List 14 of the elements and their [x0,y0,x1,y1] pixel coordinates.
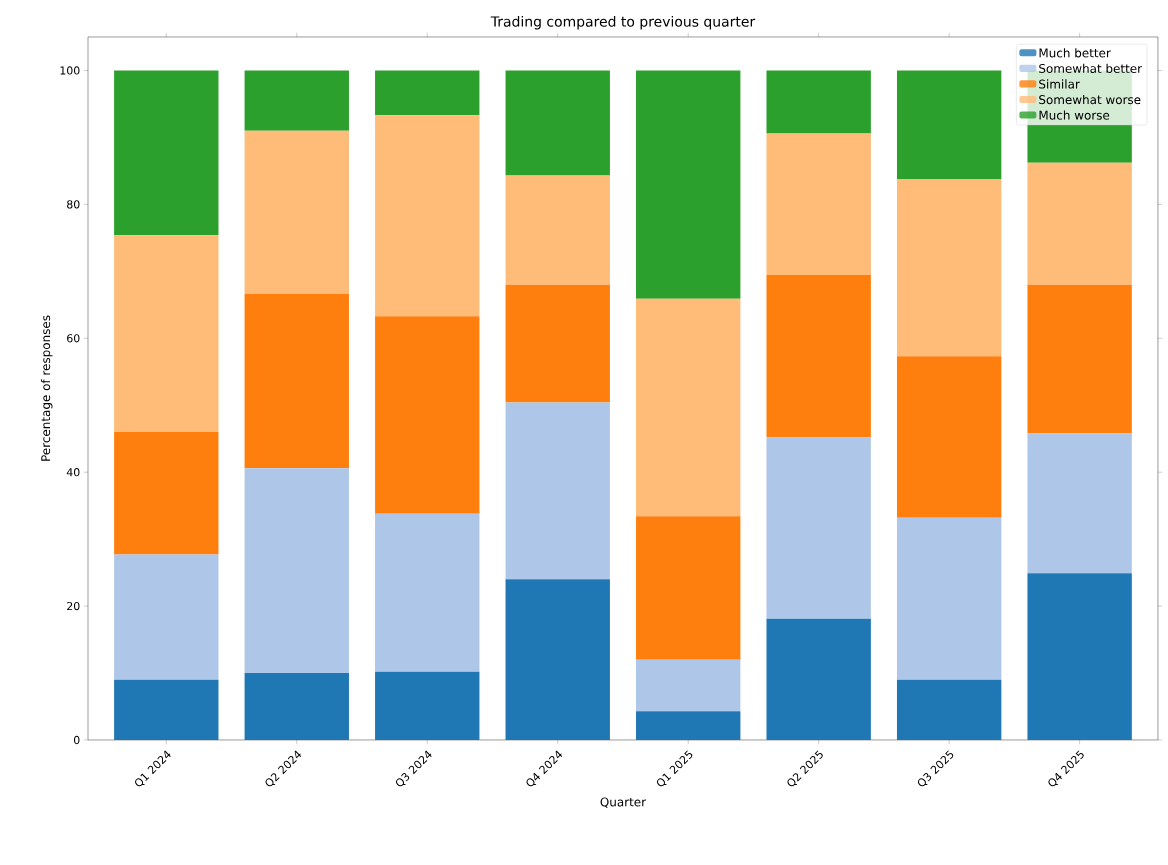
y-tick-label: 20 [67,601,80,611]
y-tick-label: 80 [67,200,80,209]
y-tick-label: 60 [67,334,80,343]
chart-title: Trading compared to previous quarter [490,15,756,30]
legend-label: Much better [1039,48,1111,58]
x-axis-title: Quarter [600,797,647,808]
legend-label: Similar [1039,79,1080,89]
legend-label: Somewhat worse [1039,94,1141,105]
legend-label: Much worse [1039,110,1110,120]
y-axis-title: Percentage of responses [40,315,53,461]
y-tick-label: 40 [66,468,80,477]
y-tick-label: 100 [60,66,80,75]
legend-label: Somewhat better [1039,63,1143,74]
y-tick-label: 0 [73,735,80,745]
